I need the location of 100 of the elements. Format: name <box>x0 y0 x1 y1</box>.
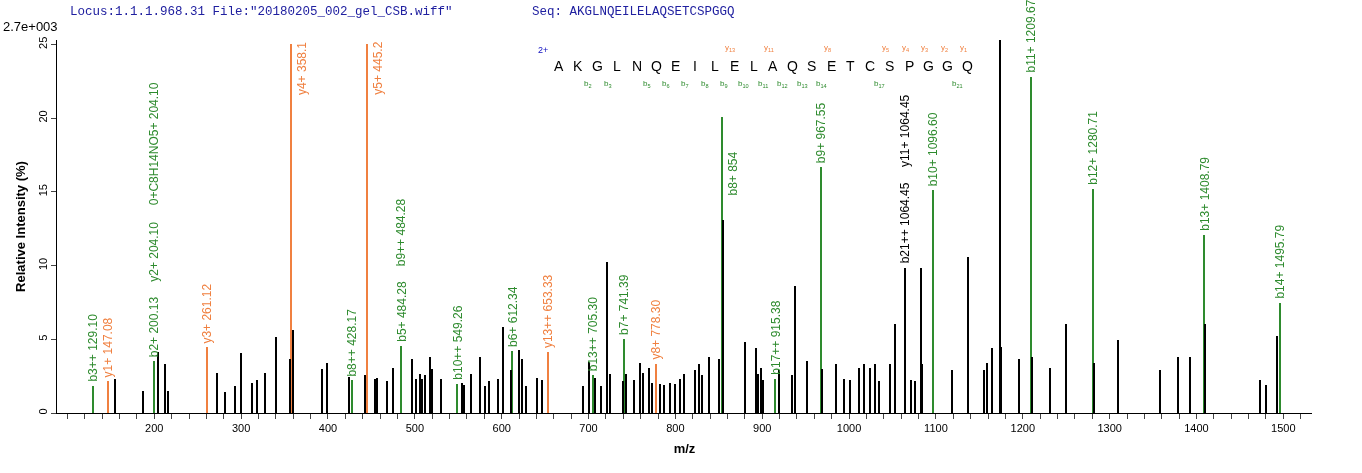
x-tick-label: 800 <box>666 422 685 435</box>
annotation: b7+ 741.39 <box>616 274 631 335</box>
text: Locus:1.1.1.968.31 File:"20180205_002_gel_CSB.wiff" <box>70 5 453 19</box>
annotation: G <box>942 58 953 74</box>
annotation: b17++ 915.38 <box>768 300 783 375</box>
x-tick-label: 1100 <box>924 422 948 435</box>
x-tick-label: 600 <box>492 422 511 435</box>
annotation: b$_{13}$ <box>797 79 808 89</box>
annotation: y4+ 358.1 <box>295 41 310 96</box>
annotation: y8+ 778.30 <box>649 299 664 360</box>
annotation: b$_{9}$ <box>720 79 728 89</box>
annotation: y11+ 1064.45 <box>898 94 913 167</box>
bar <box>547 352 549 413</box>
annotation: L <box>613 58 621 74</box>
y-tick-label: 15 <box>36 184 49 197</box>
annotation: 2+ <box>538 45 549 55</box>
y-tick-label: 25 <box>36 36 49 49</box>
x-tick-label: 500 <box>405 422 425 435</box>
annotation: b$_{12}$ <box>777 79 788 89</box>
bar <box>153 361 155 413</box>
annotation: b8+ 854 <box>726 151 741 196</box>
y-tick-label: 10 <box>36 257 49 271</box>
annotation: N <box>632 58 643 74</box>
annotation: b$_{8}$ <box>701 79 709 89</box>
annotation: b12+ 1280.71 <box>1085 110 1100 185</box>
annotation: b2+ 200.13 <box>147 296 162 358</box>
annotation: Q <box>787 58 798 74</box>
annotation: b21++ 1064.45 <box>897 182 912 264</box>
bar <box>400 346 402 413</box>
bar <box>366 44 368 413</box>
annotation: b13++ 705.30 <box>586 296 601 372</box>
annotation: b13+ 1408.79 <box>1197 156 1212 231</box>
text: Seq: AKGLNQEILELAQSETCSPGGQ <box>532 5 735 19</box>
bar <box>774 379 776 413</box>
annotation: L <box>750 58 758 74</box>
annotation: y$_{5}$ <box>882 43 890 53</box>
bar <box>655 364 657 413</box>
annotation: b14+ 1495.79 <box>1272 224 1287 299</box>
annotation: y$_{13}$ <box>725 43 736 53</box>
annotation: b11+ 1209.67 <box>1023 0 1038 73</box>
text: 2.7e+003 <box>3 19 58 34</box>
annotation: Q <box>651 58 662 74</box>
annotation: b8++ 428.17 <box>345 308 360 377</box>
y-tick-label: 20 <box>36 110 49 123</box>
bar <box>932 190 934 413</box>
annotation: y2+ 204.10 <box>146 221 161 282</box>
annotation: b3++ 129.10 <box>85 313 100 382</box>
annotation: y$_{8}$ <box>824 43 832 53</box>
annotation: G <box>923 58 934 74</box>
annotation: C <box>865 58 876 74</box>
bar <box>1279 303 1281 413</box>
bar <box>820 167 822 413</box>
x-tick-label: 200 <box>145 422 164 435</box>
annotation: y$_{11}$ <box>764 43 774 53</box>
x-axis-title: m/z <box>673 440 696 456</box>
annotation: G <box>592 58 603 74</box>
bar <box>456 384 458 413</box>
annotation: b$_{17}$ <box>874 79 885 89</box>
annotation: P <box>905 58 915 74</box>
bar <box>290 44 292 413</box>
annotation: b5+ 484.28 <box>394 281 409 342</box>
annotation: b9+ 967.55 <box>813 102 828 164</box>
x-tick-label: 1400 <box>1184 422 1209 435</box>
bar <box>92 386 94 413</box>
bar <box>107 381 109 413</box>
annotation: y3+ 261.12 <box>200 283 215 344</box>
annotation: b6+ 612.34 <box>505 286 520 347</box>
x-tick-label: 900 <box>753 422 772 435</box>
annotation: b$_{11}$ <box>758 79 769 89</box>
bar <box>206 347 208 413</box>
annotation: y$_{3}$ <box>921 43 929 53</box>
annotation: b$_{10}$ <box>738 79 749 89</box>
annotation: A <box>768 58 778 74</box>
annotation: T <box>846 58 855 74</box>
annotation: b9++ 484.28 <box>394 198 409 267</box>
annotation: y$_{2}$ <box>941 43 949 53</box>
annotation: b$_{6}$ <box>662 79 670 89</box>
annotation: b10++ 549.26 <box>450 305 465 380</box>
annotation: y1+ 147.08 <box>101 317 116 378</box>
x-tick-label: 700 <box>579 422 598 435</box>
annotation: S <box>885 58 895 74</box>
x-tick-label: 1200 <box>1010 422 1036 435</box>
annotation: I <box>693 58 697 74</box>
annotation: b10+ 1096.60 <box>925 112 940 187</box>
annotation: b$_{14}$ <box>816 79 827 89</box>
annotation: E <box>730 58 740 74</box>
x-tick-label: 1500 <box>1271 422 1296 435</box>
annotation: y$_{4}$ <box>902 43 910 53</box>
annotation: y13++ 653.33 <box>540 274 555 349</box>
x-tick-label: 400 <box>318 422 338 435</box>
annotation: b$_{2}$ <box>584 79 592 89</box>
annotation: A <box>554 58 564 74</box>
x-tick-label: 1000 <box>836 422 862 435</box>
annotation: b$_{3}$ <box>604 79 612 89</box>
bar <box>1030 77 1032 413</box>
annotation: E <box>827 58 837 74</box>
annotation: 0+C8H14NO5+ 204.10 <box>147 82 162 206</box>
annotation: S <box>807 58 817 74</box>
x-tick-label: 1300 <box>1097 422 1122 435</box>
y-axis-title: Relative Intensity (%) <box>12 161 28 292</box>
